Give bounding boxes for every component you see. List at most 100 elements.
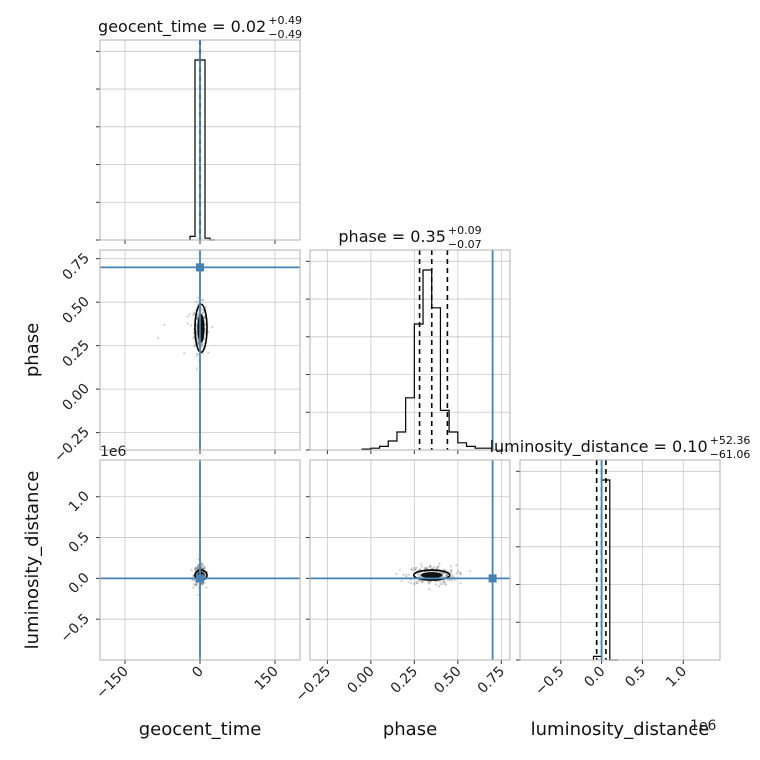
sample-point bbox=[197, 566, 200, 569]
title-text: luminosity_distance = 0.10 bbox=[490, 437, 708, 457]
sample-point bbox=[429, 580, 432, 583]
panel-geocent_time-vs-luminosity_distance: −0.5 0.0 0.5 1.0 −150 0 150 bbox=[57, 459, 301, 702]
sample-point bbox=[192, 335, 195, 339]
density-core bbox=[197, 313, 205, 343]
y-tick-label: 0.0 bbox=[66, 570, 93, 597]
sample-point bbox=[201, 345, 204, 349]
sample-point bbox=[445, 574, 449, 577]
sample-point bbox=[201, 299, 204, 302]
sample-point bbox=[439, 582, 442, 586]
sample-point bbox=[197, 296, 200, 299]
offset-label-y: 1e6 bbox=[100, 444, 127, 460]
sample-point bbox=[196, 566, 199, 570]
sample-point bbox=[459, 572, 462, 575]
y-axis-label-phase: phase bbox=[22, 323, 43, 377]
sample-point bbox=[449, 575, 453, 578]
sample-point bbox=[201, 343, 204, 346]
histogram-phase bbox=[361, 269, 502, 451]
sample-point bbox=[451, 574, 454, 577]
sample-point bbox=[203, 566, 206, 569]
title-plus: +52.36 bbox=[710, 434, 751, 447]
sample-point bbox=[195, 317, 199, 320]
sample-point bbox=[201, 582, 204, 585]
x-axis-label-luminosity_distance: luminosity_distance bbox=[531, 719, 710, 740]
sample-point bbox=[202, 564, 205, 567]
panel-geocent_time-vs-phase: −0.25 0.00 0.25 0.50 0.75 bbox=[51, 249, 301, 466]
sample-point bbox=[438, 562, 441, 565]
y-tick-label: 1.0 bbox=[66, 488, 93, 515]
sample-point bbox=[445, 574, 448, 577]
sample-point bbox=[201, 567, 204, 570]
sample-point bbox=[192, 578, 195, 582]
sample-point bbox=[183, 352, 186, 355]
x-tick-label: 0 bbox=[189, 664, 207, 682]
panel-title-luminosity_distance: luminosity_distance = 0.10 +52.36−61.06 bbox=[490, 434, 751, 461]
sample-point bbox=[421, 580, 424, 583]
sample-point bbox=[200, 564, 203, 567]
sample-point bbox=[195, 567, 198, 570]
x-tick-label: 0.00 bbox=[344, 664, 377, 697]
sample-point bbox=[200, 344, 203, 347]
sample-point bbox=[398, 568, 401, 571]
sample-point bbox=[438, 585, 441, 588]
sample-point bbox=[197, 564, 200, 567]
sample-point bbox=[197, 341, 200, 344]
sample-point bbox=[195, 582, 198, 585]
sample-point bbox=[457, 570, 460, 573]
y-tick-label: 0.50 bbox=[59, 294, 92, 327]
sample-point bbox=[190, 324, 193, 327]
density-core bbox=[420, 572, 443, 579]
x-tick-label: 0.5 bbox=[622, 664, 649, 691]
sample-point bbox=[193, 584, 197, 587]
sample-point bbox=[194, 566, 197, 570]
sample-point bbox=[436, 565, 439, 569]
sample-point bbox=[203, 316, 206, 319]
sample-point bbox=[421, 580, 424, 583]
sample-point bbox=[205, 586, 208, 589]
contour-line bbox=[194, 303, 208, 354]
panel-phase-vs-luminosity_distance: −0.25 0.00 0.25 0.50 0.75 bbox=[293, 459, 511, 706]
sample-point bbox=[196, 565, 199, 568]
sample-point bbox=[194, 578, 197, 582]
sample-point bbox=[201, 582, 205, 586]
title-plus: +0.09 bbox=[448, 224, 482, 237]
sample-point bbox=[448, 570, 451, 573]
sample-point bbox=[203, 315, 206, 318]
sample-point bbox=[197, 567, 200, 570]
sample-point bbox=[202, 567, 206, 570]
sample-point bbox=[416, 582, 419, 585]
scatter-points bbox=[157, 296, 214, 371]
sample-point bbox=[459, 573, 462, 576]
sample-point bbox=[429, 565, 432, 568]
sample-point bbox=[195, 352, 198, 356]
sample-point bbox=[439, 579, 442, 583]
sample-point bbox=[410, 582, 413, 585]
sample-point bbox=[459, 582, 462, 585]
y-tick-label: 0.5 bbox=[66, 529, 93, 556]
sample-point bbox=[193, 312, 196, 315]
x-tick-label: −0.25 bbox=[293, 664, 335, 706]
panel-frame bbox=[309, 249, 511, 451]
panel-title-phase: phase = 0.35 +0.09−0.07 bbox=[338, 224, 481, 251]
sample-point bbox=[204, 323, 207, 326]
sample-point bbox=[195, 329, 198, 332]
sample-point bbox=[441, 575, 444, 578]
sample-point bbox=[450, 569, 453, 572]
histogram-geocent_time bbox=[189, 59, 215, 241]
sample-point bbox=[451, 579, 454, 582]
panel-frame bbox=[309, 459, 511, 661]
sample-point bbox=[425, 566, 429, 569]
sample-point bbox=[200, 562, 203, 565]
sample-point bbox=[411, 568, 414, 571]
sample-point bbox=[430, 567, 433, 570]
sample-point bbox=[413, 583, 416, 586]
y-axis-label-luminosity_distance: luminosity_distance bbox=[22, 471, 43, 650]
sample-point bbox=[410, 568, 413, 571]
sample-point bbox=[195, 355, 198, 358]
sample-point bbox=[207, 351, 210, 354]
sample-point bbox=[435, 567, 438, 570]
sample-point bbox=[445, 573, 448, 577]
sample-point bbox=[433, 566, 436, 569]
x-axis-label-phase: phase bbox=[383, 719, 437, 740]
